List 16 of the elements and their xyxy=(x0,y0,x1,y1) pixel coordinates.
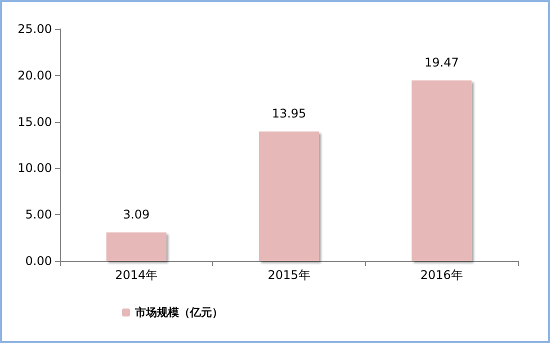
data-label: 19.47 xyxy=(424,55,459,70)
bar xyxy=(259,132,319,261)
data-label: 3.09 xyxy=(122,207,150,222)
y-tick-label: 0.00 xyxy=(25,254,52,268)
bar xyxy=(412,80,472,261)
y-tick-label: 25.00 xyxy=(18,22,52,36)
x-tick-label: 2015年 xyxy=(268,268,310,282)
legend-label: 市场规模（亿元） xyxy=(134,306,223,319)
x-tick-label: 2014年 xyxy=(115,268,158,282)
y-tick-label: 10.00 xyxy=(18,161,52,176)
data-label: 13.95 xyxy=(272,106,306,121)
x-tick-label: 2016年 xyxy=(420,268,463,282)
y-tick-label: 5.00 xyxy=(25,208,52,222)
y-tick-label: 15.00 xyxy=(18,114,52,129)
y-tick-label: 20.00 xyxy=(18,68,52,82)
bar xyxy=(106,232,166,261)
